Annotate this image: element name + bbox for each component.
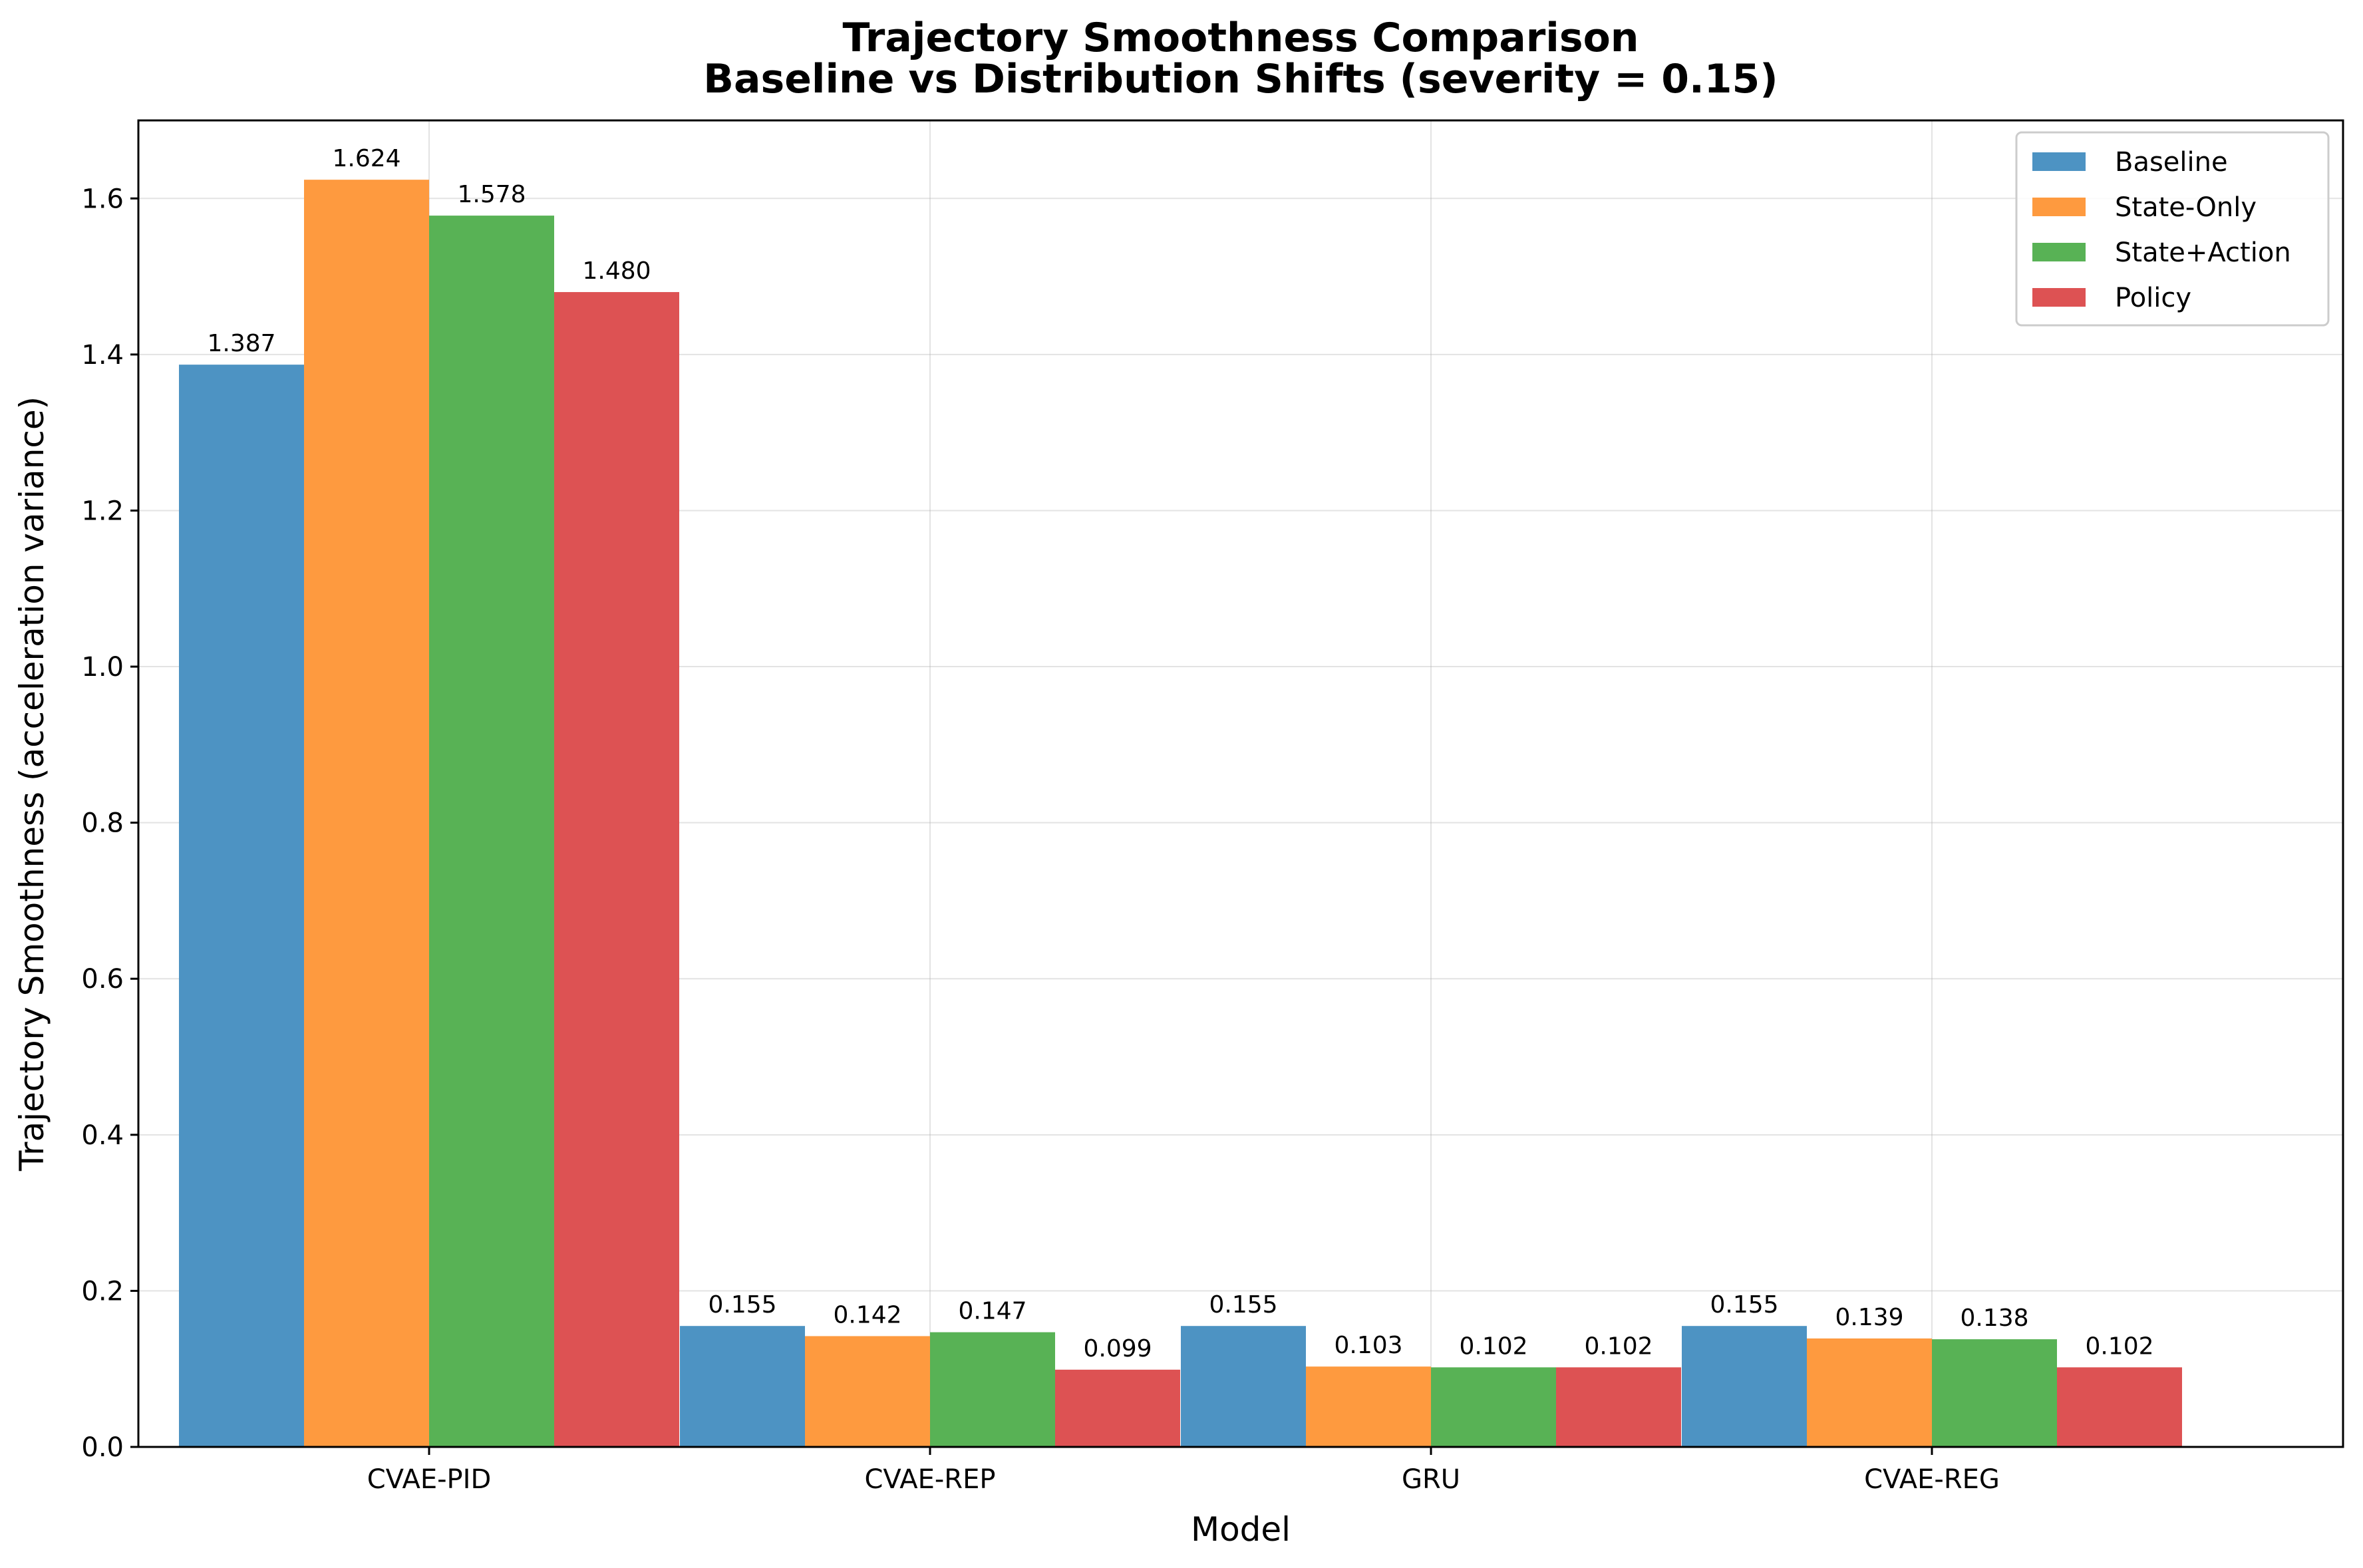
y-tick-label: 1.0 bbox=[81, 652, 124, 683]
bar bbox=[930, 1332, 1055, 1447]
bar bbox=[1682, 1326, 1807, 1447]
bar-value-label: 0.155 bbox=[1710, 1291, 1778, 1319]
bar-value-label: 0.099 bbox=[1083, 1335, 1152, 1362]
legend-swatch bbox=[2032, 243, 2086, 261]
bar bbox=[2057, 1367, 2182, 1447]
y-tick-label: 1.2 bbox=[81, 496, 124, 526]
legend-label: Baseline bbox=[2115, 147, 2228, 178]
plot-area-frame bbox=[137, 119, 2344, 1448]
legend-swatch bbox=[2032, 152, 2086, 171]
y-tick-label: 0.8 bbox=[81, 808, 124, 839]
bar bbox=[429, 216, 554, 1447]
bar bbox=[304, 180, 429, 1447]
bar-value-label: 1.387 bbox=[207, 330, 275, 357]
x-tick-label: GRU bbox=[1402, 1464, 1460, 1495]
x-tick-label: CVAE-PID bbox=[367, 1464, 492, 1495]
bar-value-label: 0.142 bbox=[833, 1301, 901, 1329]
y-tick-label: 0.2 bbox=[81, 1276, 124, 1307]
x-axis-label: Model bbox=[1191, 1510, 1291, 1549]
bar bbox=[680, 1326, 805, 1447]
legend-label: Policy bbox=[2115, 283, 2191, 313]
bar bbox=[1306, 1366, 1431, 1447]
bar bbox=[805, 1336, 930, 1447]
y-axis-label: Trajectory Smoothness (acceleration vari… bbox=[13, 396, 51, 1172]
legend: Baseline State-Only State+Action Policy bbox=[2015, 131, 2330, 327]
legend-label: State-Only bbox=[2115, 192, 2257, 223]
bar-value-label: 0.155 bbox=[1209, 1291, 1277, 1319]
bar-value-label: 0.103 bbox=[1334, 1332, 1402, 1359]
bar-value-label: 1.480 bbox=[582, 257, 651, 285]
bar bbox=[1556, 1367, 1681, 1447]
bar-value-label: 0.102 bbox=[2085, 1333, 2153, 1360]
bar-value-labels: 1.387 1.624 1.578 1.480 0.155 0.142 0.147 0.099… bbox=[207, 145, 2153, 1362]
x-axis: CVAE-PID CVAE-REP GRU CVAE-REG bbox=[367, 1447, 2000, 1495]
y-tick-label: 1.4 bbox=[81, 340, 124, 371]
bars bbox=[179, 180, 2182, 1447]
chart-title-line: Baseline vs Distribution Shifts (severit… bbox=[703, 56, 1778, 102]
y-tick-label: 0.6 bbox=[81, 964, 124, 995]
y-tick-label: 0.0 bbox=[81, 1432, 124, 1463]
bar-value-label: 0.139 bbox=[1835, 1304, 1903, 1331]
bar bbox=[179, 365, 304, 1447]
y-axis: 0.0 0.2 0.4 0.6 0.8 1.0 1.2 1.4 1.6 bbox=[81, 184, 138, 1463]
bar bbox=[1181, 1326, 1306, 1447]
bar-value-label: 0.102 bbox=[1459, 1333, 1527, 1360]
legend-box bbox=[2015, 131, 2330, 327]
x-tick-label: CVAE-REG bbox=[1864, 1464, 2000, 1495]
chart-title: Trajectory Smoothness ComparisonBaseline… bbox=[703, 15, 1778, 102]
chart-title-line: Trajectory Smoothness Comparison bbox=[842, 15, 1639, 61]
bar-value-label: 0.138 bbox=[1960, 1305, 2028, 1332]
bar-value-label: 0.147 bbox=[958, 1298, 1026, 1325]
bar bbox=[1055, 1369, 1180, 1447]
legend-swatch bbox=[2032, 198, 2086, 216]
bar bbox=[1431, 1367, 1556, 1447]
bar bbox=[1932, 1339, 2057, 1447]
bar-value-label: 0.102 bbox=[1584, 1333, 1653, 1360]
y-tick-label: 1.6 bbox=[81, 184, 124, 214]
bar bbox=[1807, 1338, 1932, 1447]
legend-swatch bbox=[2032, 288, 2086, 307]
bar-value-label: 0.155 bbox=[708, 1291, 776, 1319]
bar-value-label: 1.578 bbox=[457, 181, 526, 208]
bar-value-label: 1.624 bbox=[332, 145, 400, 172]
bar bbox=[554, 292, 679, 1447]
x-tick-label: CVAE-REP bbox=[865, 1464, 996, 1495]
legend-label: State+Action bbox=[2115, 237, 2291, 268]
y-tick-label: 0.4 bbox=[81, 1120, 124, 1151]
